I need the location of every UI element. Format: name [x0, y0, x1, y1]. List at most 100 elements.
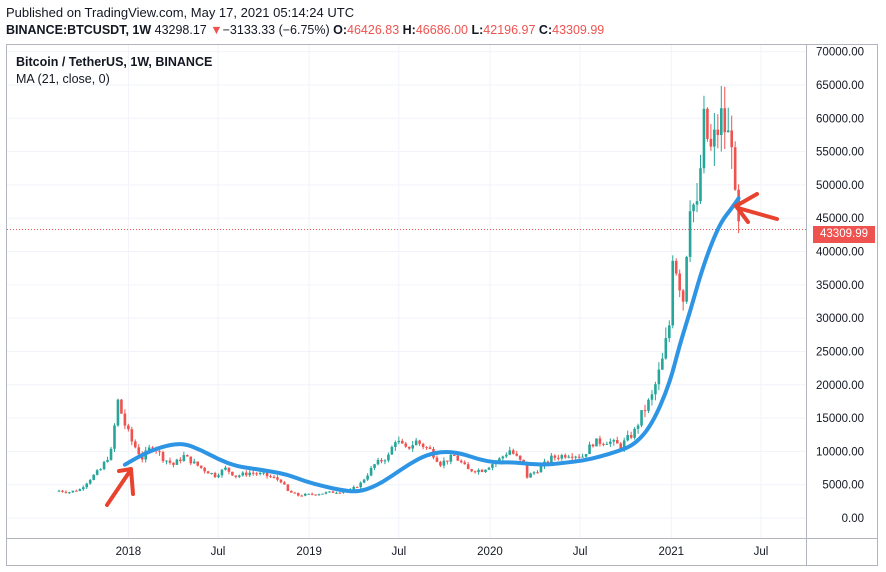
candle-body — [574, 456, 577, 458]
candle-body — [591, 444, 595, 447]
candle — [557, 454, 560, 461]
y-tick-label: 30000.00 — [816, 313, 864, 325]
y-tick-label: 60000.00 — [816, 113, 864, 125]
candle-body — [57, 490, 61, 492]
candle-body — [511, 450, 515, 454]
candle-body — [383, 460, 387, 462]
candle-body — [647, 399, 650, 411]
candle — [85, 482, 89, 490]
candle — [283, 480, 286, 485]
candle-body — [584, 454, 588, 457]
candle — [664, 327, 668, 360]
candle-body — [203, 467, 206, 472]
candle — [276, 475, 279, 482]
arrow-head — [734, 192, 759, 224]
candle-body — [255, 473, 258, 475]
candle-body — [470, 469, 473, 472]
candle — [636, 423, 640, 434]
candle-body — [667, 325, 671, 339]
candle — [709, 124, 713, 151]
candle-body — [421, 443, 425, 448]
candle — [650, 390, 654, 406]
candle-body — [463, 462, 467, 465]
candle-body — [120, 399, 123, 414]
candle-body — [300, 495, 304, 497]
candle — [355, 486, 359, 488]
candle — [609, 438, 612, 447]
candle-body — [400, 440, 404, 444]
candle-body — [192, 461, 196, 464]
candle — [671, 255, 675, 329]
candle-body — [480, 469, 484, 473]
candle — [515, 451, 519, 457]
candle-body — [182, 455, 186, 461]
candle-body — [196, 461, 200, 466]
candle-body — [681, 290, 685, 302]
candle — [109, 446, 113, 461]
y-tick-label: 45000.00 — [816, 213, 864, 225]
candle — [241, 471, 245, 477]
candle — [279, 478, 283, 484]
candle — [463, 460, 467, 465]
candle — [466, 461, 470, 470]
candle-body — [695, 201, 699, 205]
candle — [560, 453, 564, 461]
ma-legend[interactable]: MA (21, close, 0) — [16, 72, 110, 86]
candle — [307, 493, 310, 495]
x-tick-label: 2020 — [477, 546, 503, 558]
candle-body — [102, 461, 106, 470]
candle-body — [730, 130, 733, 148]
candle-body — [685, 256, 688, 302]
candle — [657, 362, 661, 391]
candle-body — [567, 456, 571, 458]
candle — [532, 471, 536, 475]
arrow-icon — [105, 467, 135, 507]
candle-body — [678, 273, 681, 291]
candle-body — [446, 460, 449, 462]
candle-body — [622, 440, 626, 449]
candle — [480, 468, 484, 473]
candle — [491, 463, 494, 471]
candle-body — [366, 475, 369, 480]
close-label: C: — [538, 23, 553, 37]
candle-body — [81, 487, 85, 490]
candle-body — [224, 467, 227, 470]
open-label: O: — [333, 23, 348, 37]
chart-frame[interactable] — [6, 44, 878, 566]
candle-body — [168, 460, 172, 463]
candle — [300, 494, 304, 497]
candle — [487, 466, 491, 470]
candle-body — [251, 472, 255, 474]
candle-body — [248, 472, 252, 476]
candle-body — [68, 492, 71, 494]
candle-body — [654, 384, 657, 395]
candle-body — [85, 483, 89, 488]
candle-body — [234, 475, 238, 477]
candle — [674, 258, 678, 276]
candle-body — [113, 425, 116, 449]
candle-body — [369, 467, 373, 476]
candle — [310, 492, 314, 496]
candle-body — [380, 459, 383, 462]
candle — [293, 491, 297, 494]
candle-body — [335, 492, 338, 494]
candle — [692, 203, 695, 223]
low-value: 42196.97 — [483, 23, 536, 37]
candle — [99, 468, 102, 471]
candle — [647, 398, 650, 414]
y-tick-label: 15000.00 — [816, 413, 864, 425]
candle — [158, 450, 161, 456]
candle-body — [550, 455, 553, 463]
x-tick-label: 2021 — [658, 546, 684, 558]
candle — [120, 399, 123, 414]
candle-body — [484, 469, 487, 473]
candle — [615, 436, 619, 444]
x-tick-label: Jul — [211, 546, 226, 558]
arrow-shaft — [105, 469, 132, 507]
candle-body — [633, 428, 636, 438]
candle-body — [557, 457, 560, 459]
candle-body — [314, 494, 317, 496]
candle — [643, 404, 647, 418]
candle-body — [515, 453, 519, 456]
